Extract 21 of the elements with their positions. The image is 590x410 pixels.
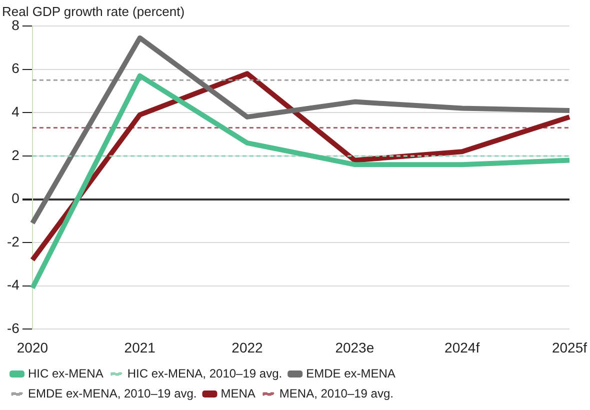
- legend-label: EMDE ex-MENA, 2010–19 avg.: [28, 386, 197, 400]
- y-tick-label: 8: [12, 16, 20, 33]
- x-tick-label: 2023e: [335, 339, 374, 356]
- y-tick-label: 6: [12, 60, 20, 76]
- legend-label: HIC ex-MENA, 2010–19 avg.: [127, 366, 282, 380]
- y-axis-title: Real GDP growth rate (percent): [2, 4, 185, 20]
- x-tick-label: 2021: [124, 339, 156, 356]
- x-tick-label: 2024f: [444, 339, 480, 356]
- legend-label: HIC ex-MENA: [28, 366, 104, 380]
- x-tick-label: 2025f: [552, 339, 588, 356]
- legend-label: EMDE ex-MENA: [306, 366, 396, 380]
- y-tick-label: -2: [6, 233, 20, 250]
- legend-label: MENA: [220, 386, 256, 400]
- y-tick-label: -6: [6, 320, 20, 336]
- x-tick-label: 2020: [16, 339, 48, 356]
- y-tick-label: 2: [12, 146, 20, 163]
- y-tick-label: -4: [6, 276, 20, 293]
- y-tick-label: 0: [12, 190, 20, 206]
- y-tick-label: 4: [12, 103, 20, 120]
- legend-label: MENA, 2010–19 avg.: [279, 386, 394, 400]
- x-tick-label: 2022: [232, 339, 264, 356]
